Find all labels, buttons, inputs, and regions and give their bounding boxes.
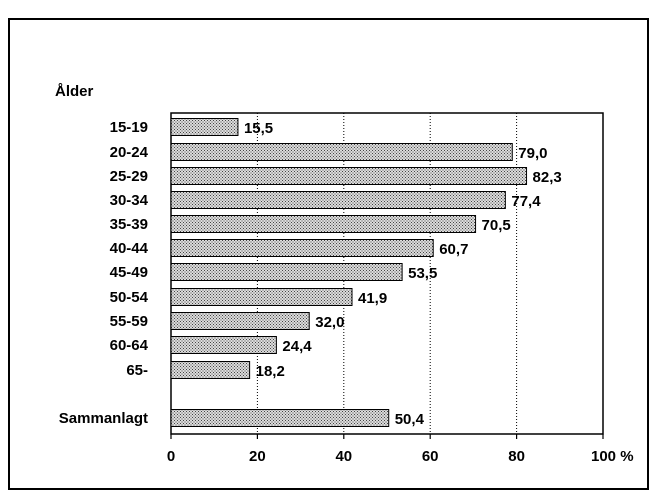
category-label-45-49: 45-49 [110,264,148,281]
value-label-55-59: 32,0 [315,314,344,331]
category-label-60-64: 60-64 [110,337,149,354]
x-tick-label-80: 80 [508,448,525,465]
x-tick-label-60: 60 [422,448,439,465]
bar-50-54 [170,288,353,306]
y-axis-label: Ålder [55,83,94,100]
category-label-15-19: 15-19 [110,119,148,136]
category-label-50-54: 50-54 [110,289,149,306]
x-tick-label-100: 100 % [591,448,634,465]
category-label-65-: 65- [126,362,148,379]
category-label-25-29: 25-29 [110,168,148,185]
value-label-45-49: 53,5 [408,265,437,282]
category-label-35-39: 35-39 [110,216,148,233]
bar-60-64 [170,336,277,354]
value-label-25-29: 82,3 [533,169,562,186]
bar-40-44 [170,239,434,257]
value-label-Sammanlagt: 50,4 [395,411,425,428]
bar-55-59 [170,312,310,330]
category-label-Sammanlagt: Sammanlagt [59,410,148,427]
x-tick-label-40: 40 [335,448,352,465]
value-label-30-34: 77,4 [511,193,541,210]
bar-45-49 [170,263,403,281]
bar-35-39 [170,215,477,233]
bar-65- [170,361,251,379]
x-tick-label-20: 20 [249,448,266,465]
x-tick-label-0: 0 [167,448,175,465]
bar-30-34 [170,191,506,209]
value-label-35-39: 70,5 [482,217,511,234]
value-label-20-24: 79,0 [518,145,547,162]
category-label-40-44: 40-44 [110,240,149,257]
plot-area: 0 20 40 60 80 100 % 15-19 15,5 20-24 79,0 25-29 82,… [59,112,634,465]
value-label-40-44: 60,7 [439,241,468,258]
value-label-50-54: 41,9 [358,290,387,307]
value-label-65-: 18,2 [256,363,285,380]
bar-25-29 [170,167,528,185]
value-label-15-19: 15,5 [244,120,273,137]
category-label-55-59: 55-59 [110,313,148,330]
bar-Sammanlagt [170,409,390,427]
category-label-20-24: 20-24 [110,144,149,161]
category-label-30-34: 30-34 [110,192,149,209]
bar-20-24 [170,143,513,161]
bar-15-19 [170,118,239,136]
value-label-60-64: 24,4 [282,338,312,355]
